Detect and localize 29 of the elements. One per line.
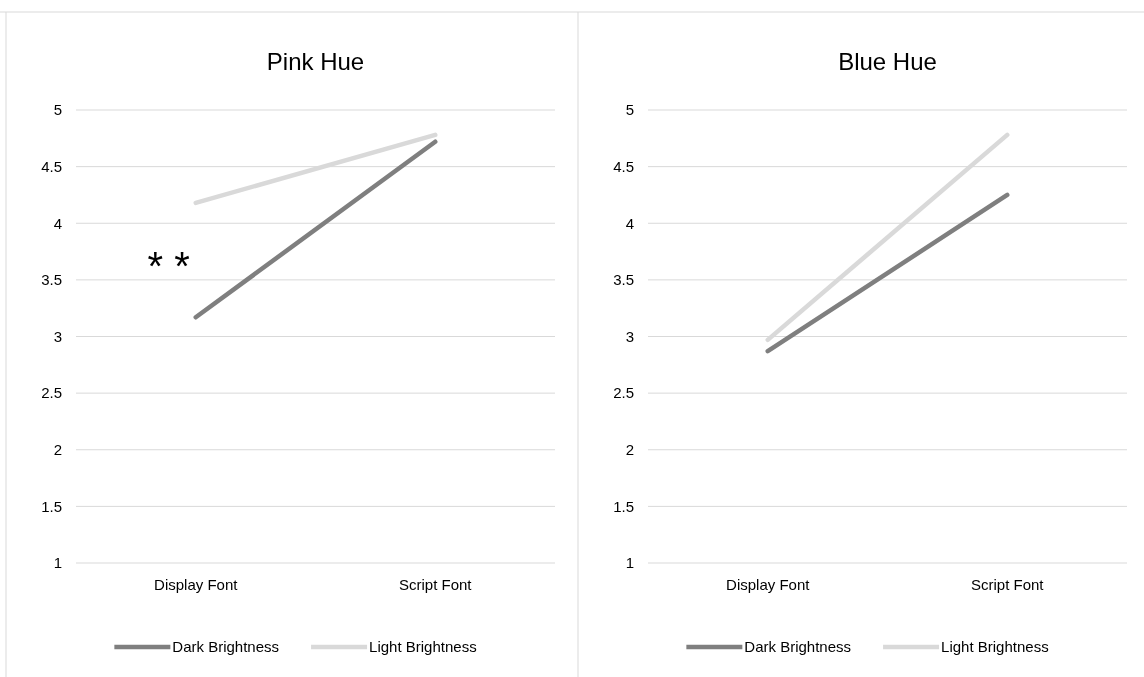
y-tick-label: 3 [53, 327, 62, 345]
legend-label: Light Brightness [941, 638, 1049, 655]
y-tick-label: 4.5 [41, 157, 62, 175]
x-tick-label: Display Font [726, 575, 811, 593]
annotation: * * [147, 244, 190, 289]
y-tick-label: 1.5 [613, 497, 634, 515]
y-tick-label: 1 [625, 554, 634, 572]
legend-label: Light Brightness [369, 638, 477, 655]
y-tick-label: 2 [53, 441, 62, 459]
x-tick-label: Script Font [970, 575, 1045, 593]
y-tick-label: 3.5 [41, 271, 62, 289]
y-tick-label: 5 [53, 101, 62, 119]
legend-label: Dark Brightness [744, 638, 852, 655]
y-tick-label: 4 [625, 214, 634, 232]
y-tick-label: 5 [625, 101, 634, 119]
x-tick-label: Display Font [154, 575, 239, 593]
y-tick-label: 2.5 [613, 384, 634, 402]
y-tick-label: 2.5 [41, 384, 62, 402]
y-tick-label: 1.5 [41, 497, 62, 515]
y-tick-label: 3 [625, 327, 634, 345]
legend-label: Dark Brightness [172, 638, 280, 655]
y-tick-label: 2 [625, 441, 634, 459]
y-tick-label: 1 [53, 554, 62, 572]
y-tick-label: 4.5 [613, 157, 634, 175]
y-tick-label: 3.5 [613, 271, 634, 289]
chart-title: Blue Hue [838, 48, 937, 75]
x-tick-label: Script Font [398, 575, 473, 593]
y-tick-label: 4 [53, 214, 62, 232]
chart-title: Pink Hue [266, 48, 365, 75]
